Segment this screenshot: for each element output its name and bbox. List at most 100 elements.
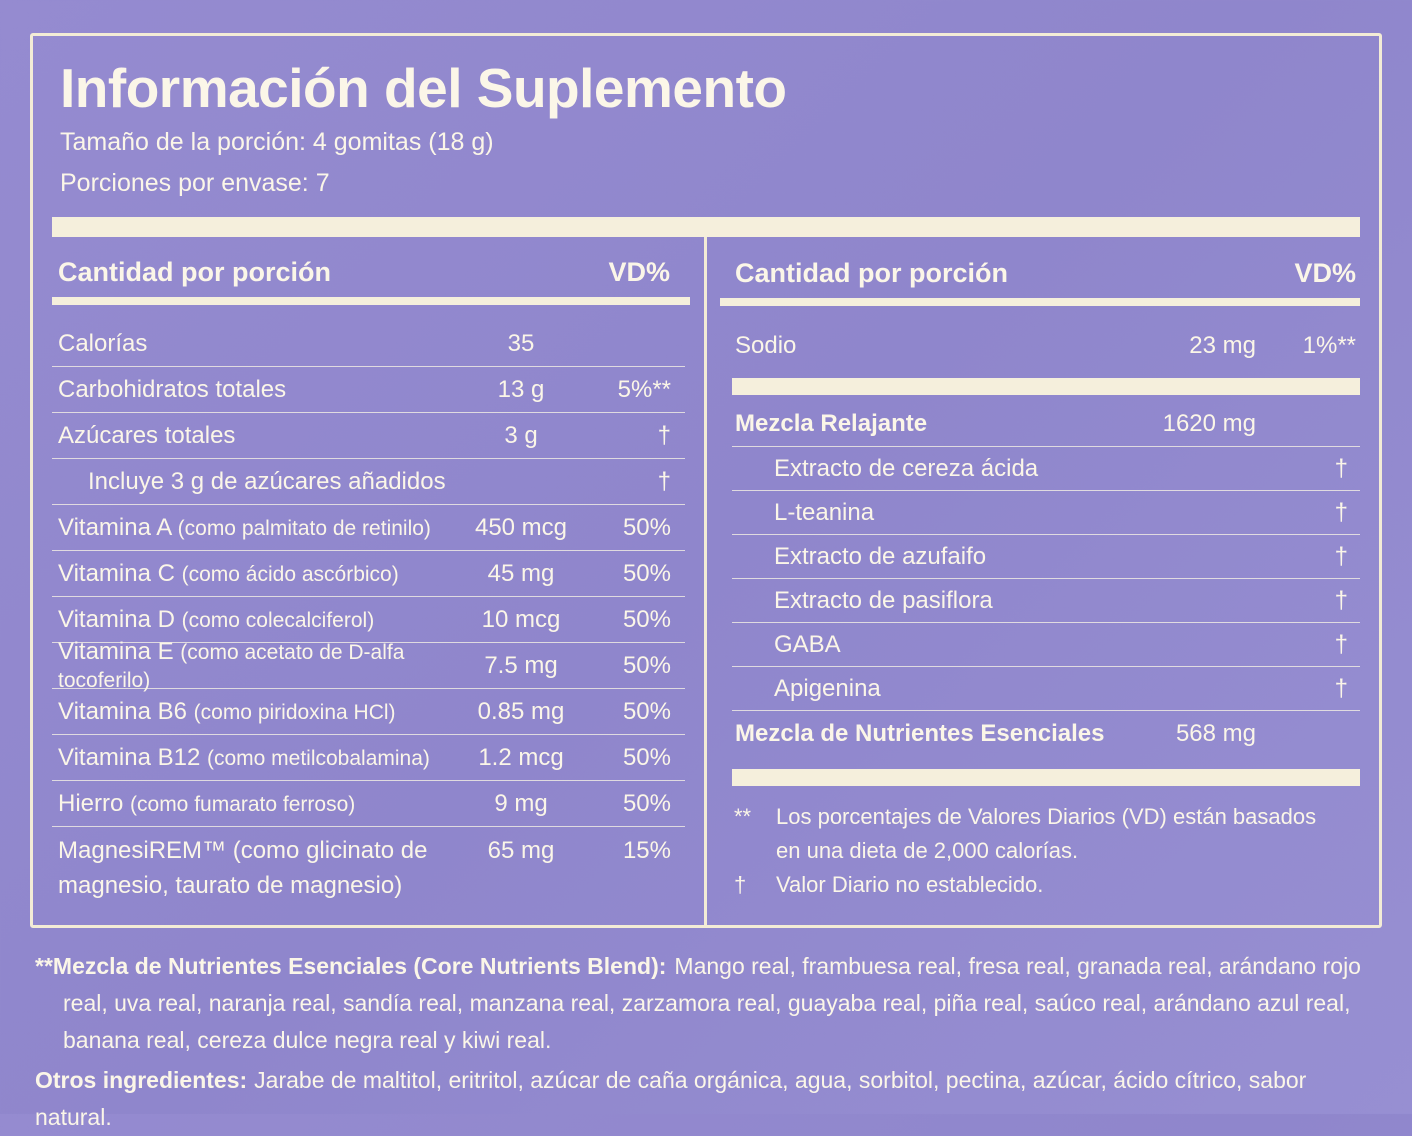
nutrient-name: Vitamina D (como colecalciferol): [52, 606, 461, 634]
top-bar: [52, 217, 1360, 237]
nutrient-label: Calorías: [58, 329, 148, 357]
daily-value: †: [1334, 630, 1348, 658]
daily-value: 50%: [622, 697, 671, 725]
footnote-mark: **: [734, 804, 752, 829]
amount: 10 mcg: [481, 605, 561, 633]
header-amount: Cantidad por porción: [58, 256, 331, 287]
daily-value: 50%: [622, 651, 671, 679]
daily-value: †: [1334, 674, 1348, 702]
nutrient-row: Vitamina D (como colecalciferol) 10 mcg 50…: [52, 597, 685, 643]
nutrient-row: Vitamina B6 (como piridoxina HCl) 0.85 mg…: [52, 689, 685, 735]
nutrient-detail: (como ácido ascórbico): [181, 562, 399, 586]
blend-item-row: Extracto de azufaifo †: [732, 535, 1360, 579]
blend-note-mark: **: [35, 953, 53, 979]
daily-value: 15%: [622, 837, 671, 864]
blend-item-name: L-teanina: [774, 498, 875, 526]
daily-value: 5%**: [617, 375, 671, 403]
amount: 9 mg: [494, 789, 548, 817]
sub-nutrient-name: Incluye 3 g de azúcares añadidos: [88, 467, 446, 495]
blend-item-name: Extracto de cereza ácida: [774, 454, 1039, 482]
nutrient-detail: (como acetato de D-alfa tocoferilo): [58, 640, 405, 692]
nutrient-label: Azúcares totales: [58, 421, 236, 449]
nutrient-row: Sodio 23 mg 1%**: [732, 322, 1360, 370]
nutrient-label: MagnesiREM™ (como glicinato de magnesio,…: [58, 837, 428, 899]
column-divider: [704, 237, 707, 925]
daily-value: 50%: [622, 513, 671, 541]
other-ingredients-label: Otros ingredientes:: [35, 1067, 248, 1093]
nutrient-row: Carbohidratos totales 13 g 5%**: [52, 367, 685, 413]
daily-value: †: [1334, 542, 1348, 570]
ingredient-notes: **Mezcla de Nutrientes Esenciales (Core …: [35, 948, 1385, 1136]
header-dv: VD%: [1294, 257, 1356, 288]
nutrient-label: Vitamina D: [58, 605, 175, 633]
table-header: Cantidad por porción VD%: [52, 247, 690, 297]
blend-item-name: Extracto de pasiflora: [774, 586, 993, 614]
nutrient-row: MagnesiREM™ (como glicinato de magnesio,…: [52, 827, 685, 907]
blend-row: Mezcla Relajante 1620 mg: [732, 401, 1360, 447]
blend-item-name: Apigenina: [774, 674, 881, 702]
servings-per-container: Porciones por envase: 7: [60, 169, 330, 197]
blend-item-name: Extracto de azufaifo: [774, 542, 987, 570]
nutrient-row: Hierro (como fumarato ferroso) 9 mg 50%: [52, 781, 685, 827]
blend-amount: 568 mg: [1175, 720, 1256, 747]
nutrient-label: Vitamina E: [58, 637, 174, 665]
nutrient-row: Vitamina E (como acetato de D-alfa tocof…: [52, 638, 685, 692]
footnote-text: Valor Diario no establecido.: [776, 872, 1044, 897]
daily-value: 50%: [622, 789, 671, 817]
left-table: Cantidad por porción VD% Calorías 35 Carbohi…: [52, 247, 690, 907]
footnote: ** Los porcentajes de Valores Diarios (VD…: [734, 800, 1324, 868]
blend-name: Mezcla de Nutrientes Esenciales: [735, 720, 1105, 747]
panel-border: [30, 33, 1382, 928]
nutrient-name: Hierro (como fumarato ferroso): [52, 790, 461, 818]
nutrient-name: Carbohidratos totales: [52, 376, 461, 404]
amount: 35: [507, 329, 535, 357]
daily-value: 1%**: [1302, 332, 1356, 359]
blend-item-name: GABA: [774, 630, 841, 658]
title: Información del Suplemento: [60, 57, 787, 119]
nutrient-name: Azúcares totales: [52, 422, 461, 450]
table-header: Cantidad por porción VD%: [720, 248, 1360, 298]
daily-value: 50%: [622, 559, 671, 587]
amount: 1.2 mcg: [478, 743, 564, 771]
other-ingredients: Otros ingredientes: Jarabe de maltitol, e…: [35, 1062, 1385, 1136]
amount: 65 mg: [487, 837, 555, 864]
nutrient-detail: (como palmitato de retinilo): [177, 516, 431, 540]
blend-name: Mezcla Relajante: [735, 409, 928, 437]
blend-item-row: Apigenina †: [732, 667, 1360, 711]
blend-note: **Mezcla de Nutrientes Esenciales (Core …: [35, 948, 1385, 1059]
nutrient-name: Vitamina B12 (como metilcobalamina): [52, 744, 461, 772]
daily-value: †: [657, 467, 671, 495]
blend-note-text: Mango real, frambuesa real, fresa real, …: [63, 953, 1361, 1053]
nutrient-row: Calorías 35: [52, 321, 685, 367]
nutrient-row: Azúcares totales 3 g †: [52, 413, 685, 459]
nutrient-label: Vitamina C: [58, 559, 175, 587]
amount: 3 g: [504, 421, 538, 449]
blend-note-label: Mezcla de Nutrientes Esenciales (Core Nu…: [52, 953, 667, 979]
nutrient-label: Vitamina B12: [58, 743, 201, 771]
blend-item-row: Extracto de pasiflora †: [732, 579, 1360, 623]
footnote: † Valor Diario no establecido.: [734, 868, 1324, 902]
daily-value: †: [1334, 498, 1348, 526]
nutrient-detail: (como fumarato ferroso): [130, 792, 356, 816]
header-dv: VD%: [608, 256, 670, 287]
nutrient-detail: (como metilcobalamina): [206, 746, 430, 770]
nutrient-label: Carbohidratos totales: [58, 375, 287, 403]
blend-row: Mezcla de Nutrientes Esenciales 568 mg: [732, 711, 1360, 757]
amount: 13 g: [497, 375, 545, 403]
nutrient-detail: (como colecalciferol): [181, 608, 375, 632]
daily-value: †: [1334, 586, 1348, 614]
daily-value: 50%: [622, 605, 671, 633]
section-bar: [732, 378, 1360, 395]
sub-nutrient-row: Incluye 3 g de azúcares añadidos †: [52, 459, 685, 505]
daily-value: 50%: [622, 743, 671, 771]
nutrient-name: MagnesiREM™ (como glicinato de magnesio,…: [52, 833, 461, 903]
footnote-text: Los porcentajes de Valores Diarios (VD) …: [776, 804, 1317, 863]
header-amount: Cantidad por porción: [735, 257, 1008, 288]
blend-item-row: L-teanina †: [732, 491, 1360, 535]
section-bar: [732, 769, 1360, 786]
nutrient-name: Sodio: [735, 332, 797, 359]
amount: 0.85 mg: [477, 697, 565, 725]
amount: 7.5 mg: [484, 651, 558, 679]
nutrient-label: Hierro: [58, 789, 124, 817]
